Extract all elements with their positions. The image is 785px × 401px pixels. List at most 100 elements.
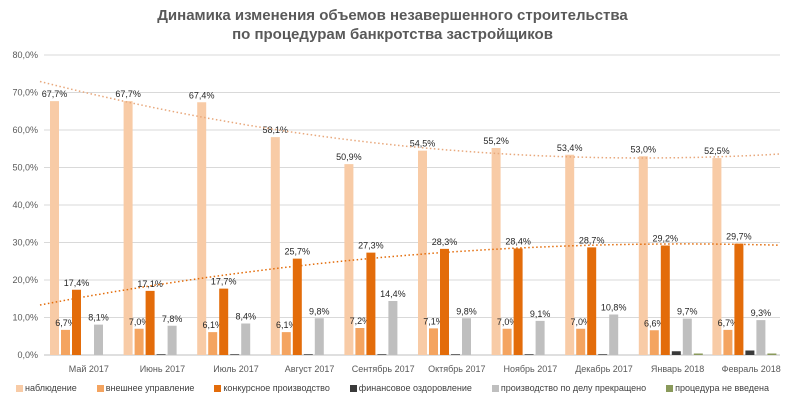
data-label: 6,7% [718,318,739,328]
bar-2 [72,289,81,355]
data-label: 9,7% [677,307,698,317]
data-label: 9,8% [309,306,330,316]
bar-4 [462,318,471,355]
x-tick-label: Октябрь 2017 [428,364,485,374]
bar-4 [167,325,177,355]
bar-0 [50,101,59,355]
data-label: 54,5% [410,139,436,149]
y-tick-label: 20,0% [12,275,38,285]
data-label: 6,7% [55,318,76,328]
legend-item: внешнее управление [96,383,195,393]
data-label: 6,6% [644,318,665,328]
bar-4 [756,320,766,355]
bar-0 [418,150,427,355]
chart-title-line-2: по процедурам банкротства застройщиков [232,26,553,43]
bar-3 [377,354,387,355]
bar-1 [208,332,218,355]
legend-label: процедура не введена [675,383,769,393]
data-label: 28,3% [432,237,458,247]
chart-title-line-1: Динамика изменения объемов незавершенног… [157,7,628,24]
data-label: 17,4% [64,278,90,288]
bar-0 [565,154,575,355]
bar-3 [156,354,166,355]
trendline-0 [39,80,781,159]
legend-item: финансовое оздоровление [349,383,472,393]
data-label: 53,0% [631,144,657,154]
data-label: 17,1% [137,279,163,289]
bar-1 [649,330,659,355]
bar-2 [587,247,597,355]
legend-item: наблюдение [15,383,77,393]
legend-swatch [349,385,357,392]
data-label: 67,7% [115,89,141,99]
y-tick-label: 0,0% [17,350,38,360]
bar-5 [767,353,777,355]
x-tick-label: Июль 2017 [213,364,258,374]
data-label: 8,4% [235,312,256,322]
data-label: 9,8% [456,306,477,316]
data-label: 28,4% [505,237,531,247]
data-label: 29,2% [653,234,679,244]
data-label: 28,7% [579,235,605,245]
y-tick-label: 60,0% [12,125,38,135]
bar-2 [660,245,670,355]
bar-3 [671,351,681,355]
bar-0 [270,137,280,355]
bar-3 [524,354,534,355]
bar-4 [682,318,692,355]
data-label: 7,8% [162,314,183,324]
bar-1 [502,328,512,355]
data-label: 17,7% [211,277,237,287]
bar-1 [429,328,438,355]
bar-2 [219,288,229,355]
legend-item: конкурсное производство [214,383,330,393]
legend-swatch [15,385,23,392]
bar-2 [513,248,523,355]
bar-4 [94,324,103,355]
bar-4 [609,314,619,355]
bar-2 [366,252,376,355]
data-label: 14,4% [380,289,406,299]
bar-4 [388,301,398,355]
bar-0 [638,156,648,355]
data-label: 7,0% [129,317,150,327]
data-label: 50,9% [336,152,362,162]
y-tick-label: 50,0% [12,163,38,173]
legend-item: процедура не введена [666,383,769,393]
legend-label: производство по делу прекращено [500,383,647,393]
legend-label: наблюдение [24,383,77,393]
bar-1 [355,328,365,355]
data-label: 6,1% [202,320,223,330]
y-tick-label: 30,0% [12,238,38,248]
legend-swatch [214,385,222,392]
bar-0 [123,101,133,355]
bar-1 [723,329,733,355]
bar-2 [734,243,744,355]
data-label: 67,4% [189,90,215,100]
bar-1 [134,328,144,355]
data-label: 52,5% [704,146,730,156]
bar-0 [344,164,354,355]
legend-label: конкурсное производство [223,383,330,393]
data-label: 25,7% [285,247,311,257]
legend-label: внешнее управление [105,383,195,393]
x-tick-label: Февраль 2018 [722,364,781,374]
data-label: 55,2% [483,136,509,146]
bar-3 [745,350,755,355]
bar-0 [197,102,207,355]
data-label: 7,1% [423,316,444,326]
x-tick-label: Январь 2018 [651,364,704,374]
data-label: 53,4% [557,143,583,153]
data-label: 6,1% [276,320,297,330]
data-label: 7,2% [350,316,371,326]
legend-swatch [491,385,499,392]
bar-4 [314,318,324,355]
y-tick-label: 80,0% [12,50,38,60]
bar-4 [535,320,545,355]
bar-3 [303,354,313,355]
bar-2 [292,258,302,355]
bar-0 [491,148,501,355]
data-label: 67,7% [42,89,68,99]
